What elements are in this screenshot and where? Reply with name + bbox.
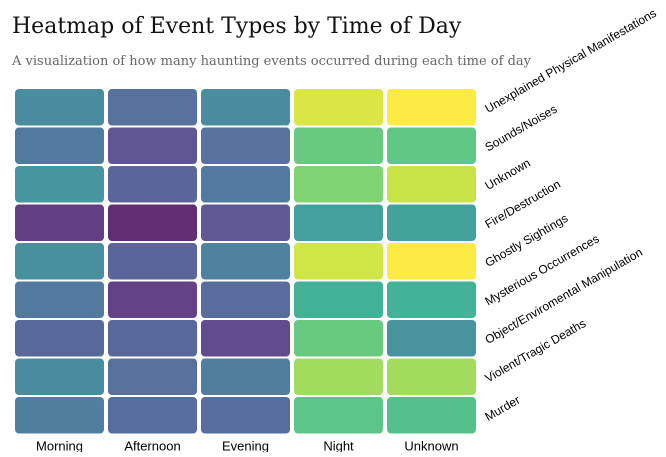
heatmap-cell: [108, 204, 197, 241]
heatmap-cell: [387, 204, 476, 241]
heatmap-cell: [294, 127, 383, 164]
heatmap-cell: [15, 127, 104, 164]
heatmap-cell: [201, 281, 290, 318]
chart-title: Heatmap of Event Types by Time of Day: [12, 14, 462, 39]
heatmap-cell: [15, 243, 104, 280]
heatmap-cell: [201, 127, 290, 164]
heatmap-cell: [201, 204, 290, 241]
heatmap-cell: [387, 243, 476, 280]
heatmap-cell: [201, 320, 290, 357]
row-label: Murder: [483, 393, 523, 424]
heatmap-cell: [108, 89, 197, 126]
column-label: Afternoon: [124, 439, 180, 453]
heatmap-cell: [201, 358, 290, 395]
chart-subtitle: A visualization of how many haunting eve…: [12, 54, 531, 69]
heatmap-cell: [108, 358, 197, 395]
column-label: Unknown: [404, 439, 458, 453]
heatmap-cells: [15, 89, 476, 434]
heatmap-cell: [15, 320, 104, 357]
heatmap-cell: [294, 166, 383, 203]
heatmap-cell: [387, 89, 476, 126]
column-label: Morning: [36, 439, 83, 453]
heatmap-cell: [108, 166, 197, 203]
heatmap-cell: [294, 320, 383, 357]
row-label: Mysterious Occurrences: [483, 232, 602, 309]
heatmap-cell: [387, 320, 476, 357]
heatmap-cell: [201, 243, 290, 280]
column-labels: Morning Afternoon Evening Night Unknown: [36, 439, 459, 454]
heatmap-cell: [108, 320, 197, 357]
heatmap-cell: [201, 166, 290, 203]
heatmap-cell: [15, 89, 104, 126]
heatmap-cell: [15, 358, 104, 395]
heatmap-cell: [15, 281, 104, 318]
heatmap-cell: [387, 127, 476, 164]
heatmap-cell: [387, 358, 476, 395]
heatmap-cell: [15, 166, 104, 203]
heatmap-cell: [201, 397, 290, 434]
row-label: Unknown: [483, 156, 533, 193]
heatmap-cell: [294, 281, 383, 318]
heatmap-cell: [294, 204, 383, 241]
heatmap-cell: [108, 397, 197, 434]
column-label: Night: [323, 439, 354, 453]
heatmap-cell: [201, 89, 290, 126]
heatmap-cell: [294, 89, 383, 126]
heatmap-cell: [294, 243, 383, 280]
heatmap-cell: [294, 397, 383, 434]
heatmap-cell: [387, 281, 476, 318]
heatmap-cell: [294, 358, 383, 395]
heatmap-cell: [15, 397, 104, 434]
heatmap-cell: [108, 127, 197, 164]
heatmap-cell: [387, 166, 476, 203]
heatmap-cell: [387, 397, 476, 434]
heatmap-cell: [15, 204, 104, 241]
heatmap-cell: [108, 281, 197, 318]
column-label: Evening: [222, 439, 269, 453]
heatmap-cell: [108, 243, 197, 280]
